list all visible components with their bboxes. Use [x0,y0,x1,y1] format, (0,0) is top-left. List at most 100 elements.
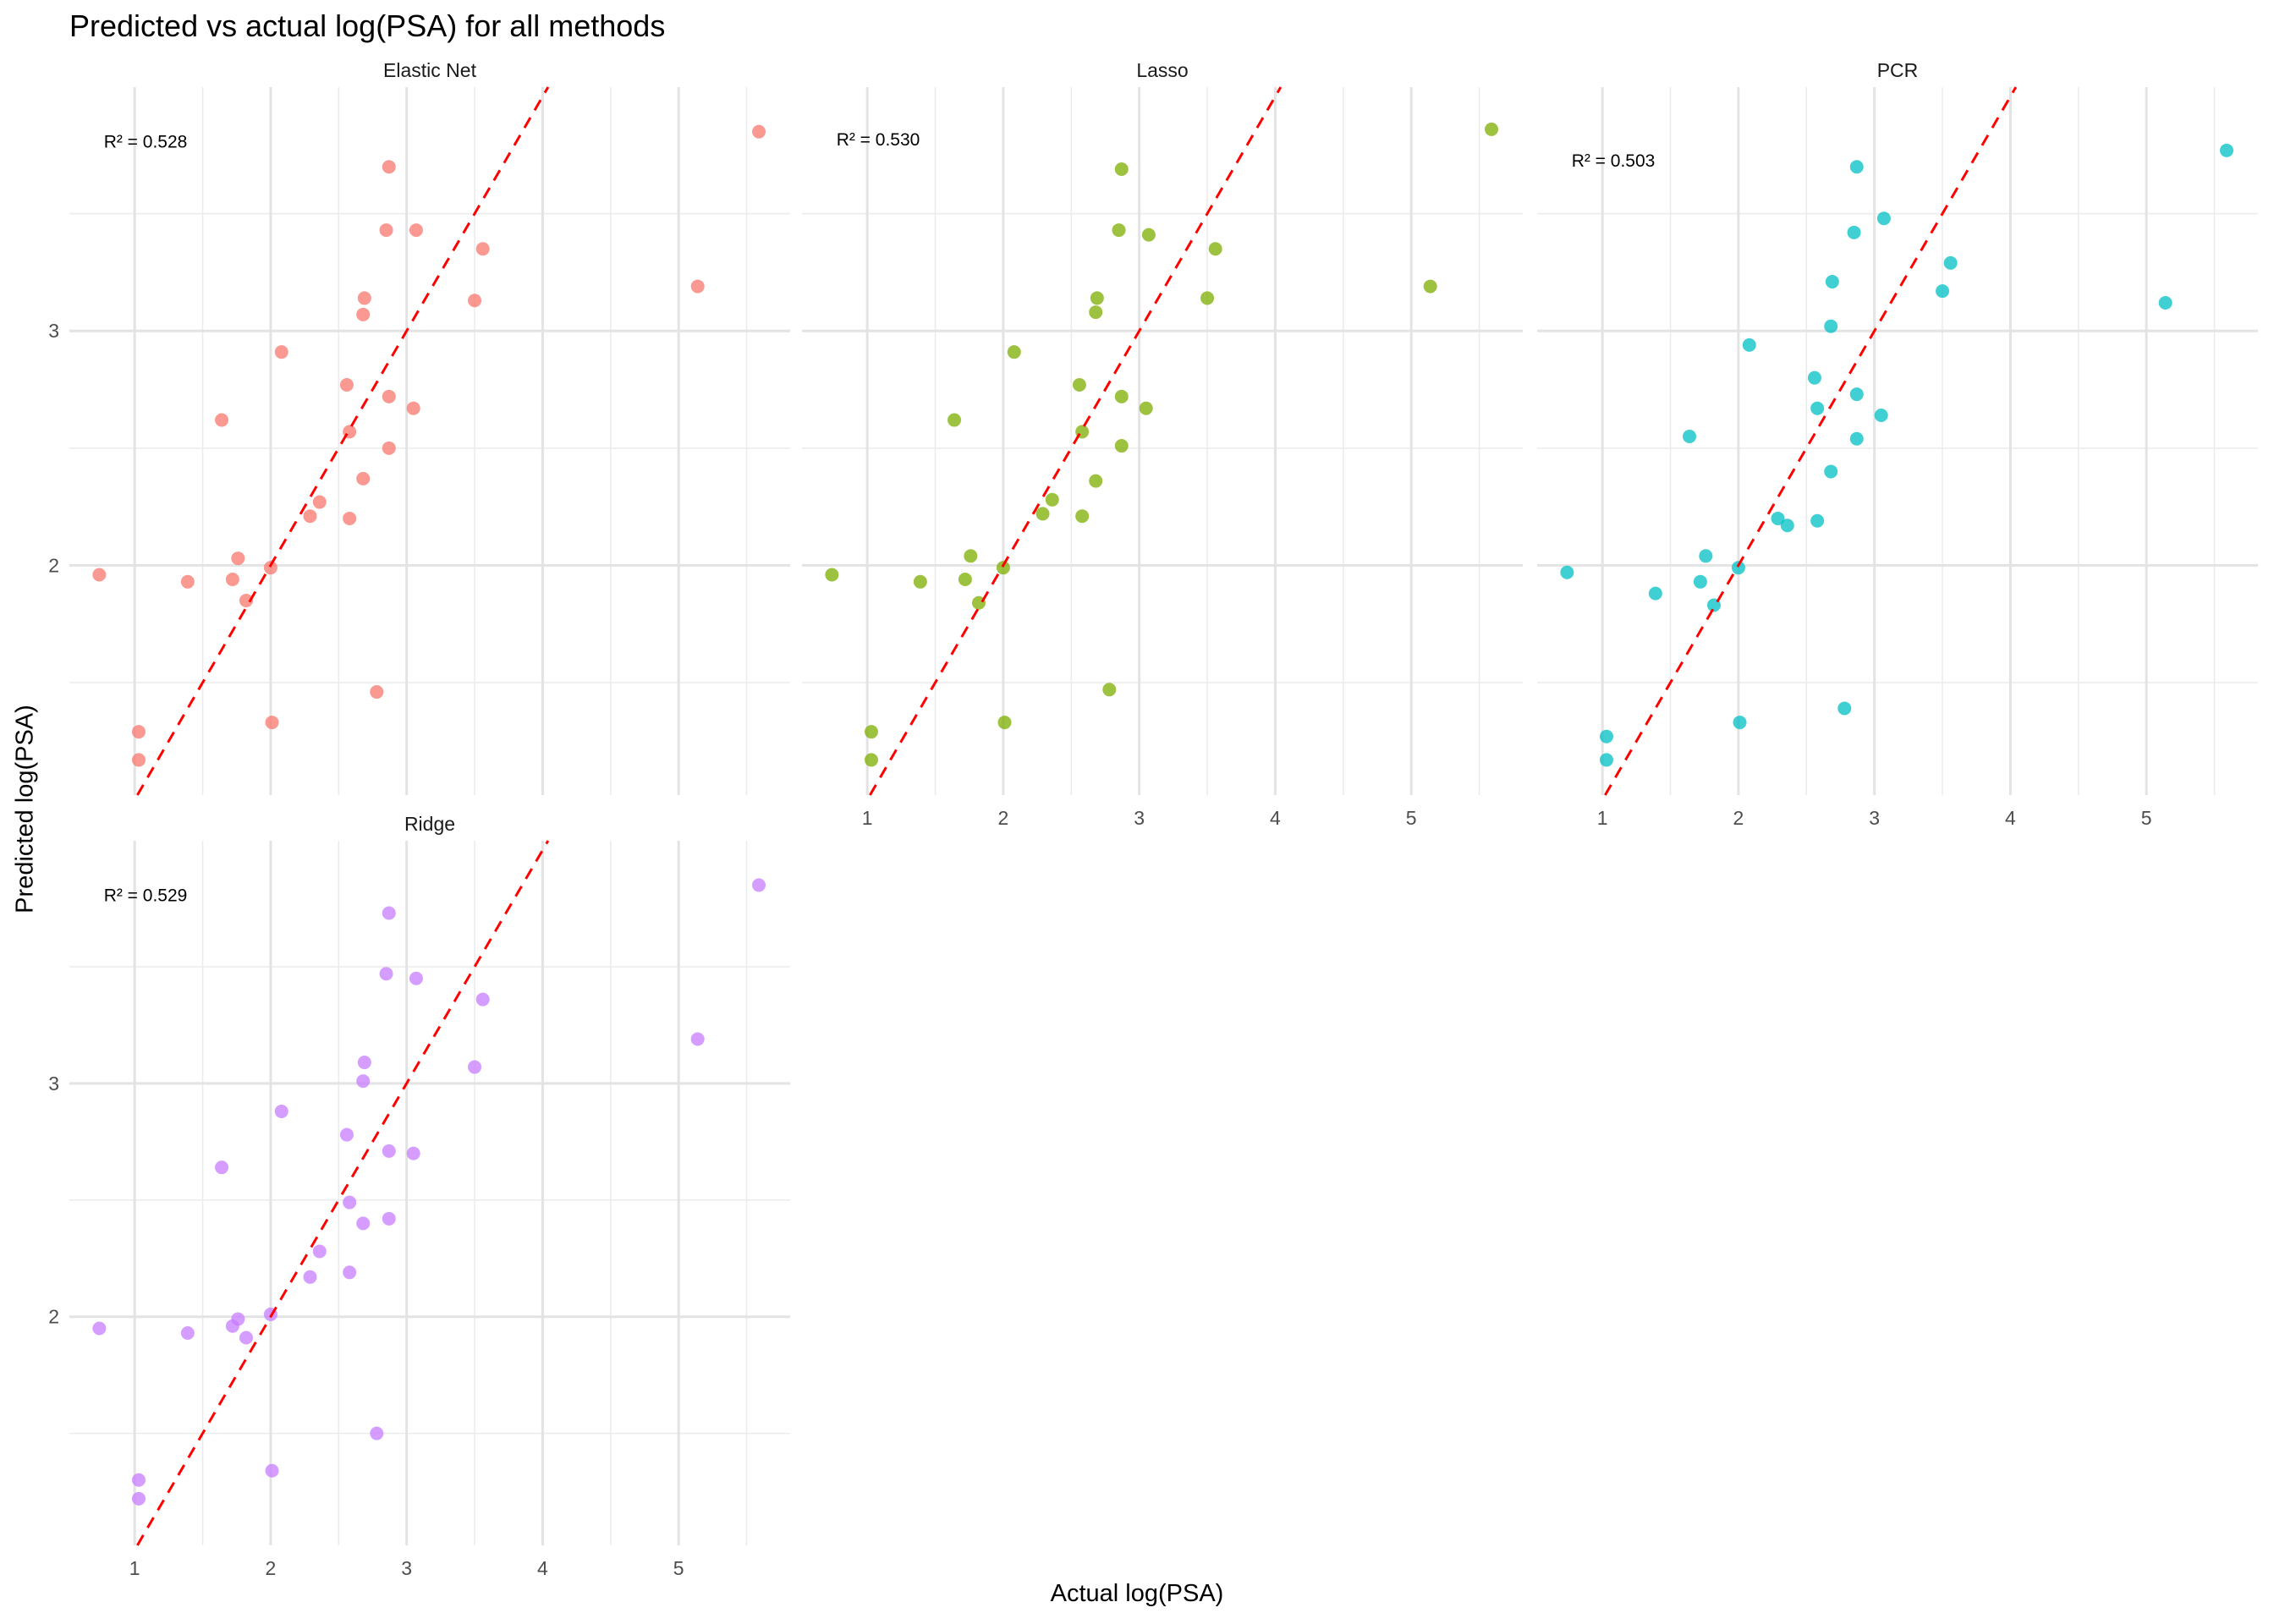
data-point [356,307,371,321]
data-point [343,1265,357,1280]
x-axis-label: Actual log(PSA) [1050,1580,1224,1607]
x-tick-label: 4 [537,1557,548,1579]
data-point [1849,431,1864,446]
data-point [382,441,396,455]
data-point [343,511,357,525]
data-point [475,992,490,1007]
data-point [958,573,972,587]
data-point [225,1319,239,1333]
data-point [1114,439,1129,453]
x-tick-label: 5 [1406,807,1417,829]
r-squared-label: R² = 0.529 [104,886,188,905]
data-point [1810,401,1825,415]
data-point [475,242,490,256]
x-tick-label: 3 [1134,807,1145,829]
data-point [1731,561,1745,575]
x-tick-label: 1 [1597,807,1608,829]
data-point [690,279,705,294]
data-point [825,568,839,582]
data-point [265,1463,279,1478]
data-point [1485,122,1499,136]
data-point [1075,509,1090,524]
data-point [312,1244,327,1259]
y-tick-label: 2 [48,1306,59,1328]
data-point [1072,377,1086,392]
data-point [339,1127,354,1142]
data-point [913,574,927,589]
data-point [1112,223,1126,238]
data-point [1943,255,1958,270]
data-point [357,1056,371,1070]
panel-lasso: 1 2 3 4 5 Lasso R² = 0.530 [802,59,1523,829]
data-point [231,551,245,566]
data-point [1141,228,1156,242]
panel-ridge: 1 2 3 4 5 2 3 Ridge R² = 0.529 [48,813,790,1579]
data-point [1089,305,1103,320]
data-point [1648,586,1662,601]
data-point [225,573,239,587]
panel-elastic-net: 2 3 Elastic Net R² = 0.528 [48,59,790,796]
data-point [180,574,195,589]
data-point [1825,275,1839,289]
facet-strip-label: Ridge [404,813,455,835]
data-point [239,1330,253,1345]
data-point [180,1325,195,1340]
data-point [339,377,354,392]
x-tick-label: 1 [129,1557,140,1579]
data-point [1733,716,1747,730]
data-point [1035,507,1050,521]
x-tick-label: 5 [673,1557,684,1579]
r-squared-label: R² = 0.503 [1572,151,1656,171]
data-point [274,345,288,359]
data-point [303,509,317,524]
data-point [948,413,962,427]
x-tick-label: 2 [998,807,1009,829]
data-point [1936,284,1950,299]
reference-line-y-equals-x [136,840,550,1546]
data-point [752,124,766,139]
data-point [1423,279,1437,294]
panel-pcr: 1 2 3 4 5 PCR R² = 0.503 [1537,59,2258,829]
x-tick-label: 3 [401,1557,412,1579]
data-point [303,1270,317,1284]
x-tick-label: 2 [266,1557,277,1579]
data-point [382,160,396,174]
data-point [864,725,878,739]
data-point [379,967,393,981]
data-point [1599,729,1613,743]
data-point [1824,464,1838,479]
x-tick-label: 3 [1869,807,1880,829]
x-tick-label: 5 [2141,807,2152,829]
data-point [1810,513,1825,528]
facet-strip-label: Elastic Net [383,59,477,81]
data-point [92,568,107,582]
data-point [1683,429,1697,443]
data-point [1837,701,1852,716]
r-squared-label: R² = 0.528 [104,133,188,152]
facet-strip-label: PCR [1877,59,1919,81]
data-point [1007,345,1021,359]
data-point [92,1321,107,1336]
data-point [1599,753,1613,767]
data-point [1089,474,1103,488]
data-point [997,716,1012,730]
data-point [356,471,371,486]
x-tick-label: 4 [1270,807,1281,829]
data-point [1139,401,1153,415]
data-point [274,1104,288,1118]
x-tick-label: 1 [862,807,873,829]
data-point [1876,211,1891,226]
x-tick-label: 4 [2005,807,2016,829]
data-point [370,1426,384,1440]
data-point [1200,291,1215,305]
y-axis-label: Predicted log(PSA) [11,705,39,914]
data-point [1693,574,1707,589]
data-point [356,1216,371,1231]
data-point [263,561,277,575]
data-point [468,294,482,308]
data-point [1849,160,1864,174]
data-point [1780,518,1794,533]
data-point [468,1060,482,1074]
data-point [370,685,384,700]
